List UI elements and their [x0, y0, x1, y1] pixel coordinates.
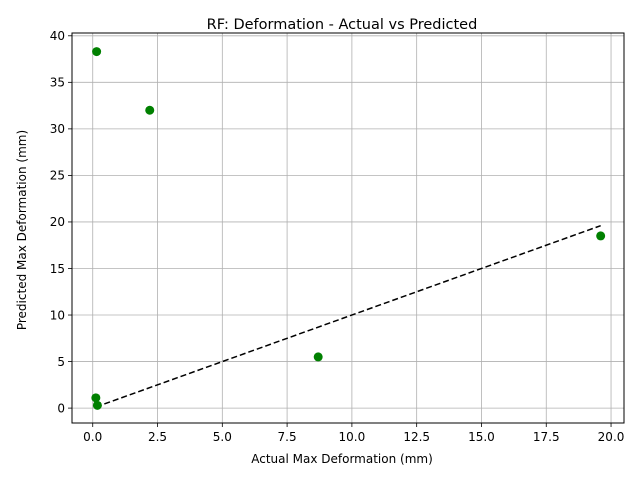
y-tick-label: 10	[50, 308, 65, 322]
scatter-point	[596, 231, 606, 241]
y-tick-label: 5	[57, 355, 65, 369]
x-tick-label: 20.0	[598, 430, 625, 444]
x-tick-label: 0.0	[83, 430, 102, 444]
y-tick-label: 15	[50, 262, 65, 276]
x-ticks: 0.0 2.5 5.0 7.5 10.0 12.5 15.0 17.5 20.0	[83, 423, 624, 444]
y-tick-label: 40	[50, 29, 65, 43]
scatter-point	[145, 105, 155, 115]
x-tick-label: 10.0	[339, 430, 366, 444]
scatter-point	[92, 400, 102, 410]
y-ticks: 0 5 10 15 20 25 30 35 40	[50, 29, 72, 415]
axes-frame	[71, 32, 625, 424]
x-axis-label: Actual Max Deformation (mm)	[251, 452, 433, 466]
chart-title: RF: Deformation - Actual vs Predicted	[207, 17, 478, 33]
grid	[72, 33, 624, 423]
x-tick-label: 12.5	[403, 430, 430, 444]
y-tick-label: 20	[50, 215, 65, 229]
x-tick-label: 17.5	[533, 430, 560, 444]
y-tick-label: 35	[50, 76, 65, 90]
scatter-point	[91, 393, 101, 403]
y-axis-label: Predicted Max Deformation (mm)	[15, 130, 29, 330]
scatter-point	[313, 352, 323, 362]
x-tick-label: 15.0	[468, 430, 495, 444]
y-tick-label: 0	[57, 401, 65, 415]
y-tick-label: 25	[50, 169, 65, 183]
x-tick-label: 5.0	[213, 430, 232, 444]
scatter-point	[92, 47, 102, 57]
points-layer	[91, 47, 606, 410]
x-tick-label: 2.5	[148, 430, 167, 444]
y-tick-label: 30	[50, 122, 65, 136]
x-tick-label: 7.5	[278, 430, 297, 444]
